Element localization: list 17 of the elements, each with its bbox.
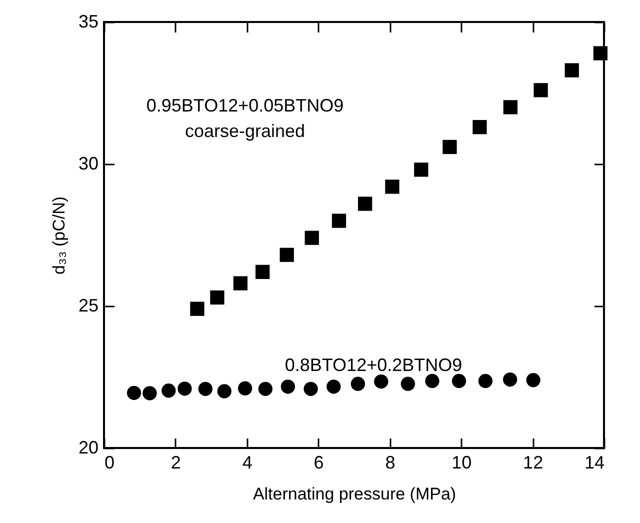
- y-tick-label: 25: [78, 296, 98, 316]
- x-axis-title: Alternating pressure (MPa): [252, 484, 456, 504]
- y-tick-label: 20: [78, 438, 98, 458]
- x-tick-label: 2: [170, 452, 181, 472]
- x-tick-label: 4: [242, 452, 252, 472]
- x-tick-label: 6: [314, 452, 324, 472]
- x-tick-label: 12: [523, 452, 544, 472]
- x-tick-label: 14: [584, 452, 604, 472]
- x-tick-label: 10: [452, 452, 472, 472]
- annotation: 0.8BTO12+0.2BTNO9: [284, 354, 462, 375]
- y-axis-title: d₃₃ (pC/N): [49, 196, 68, 275]
- x-tick-label: 0: [104, 452, 115, 472]
- x-tick-label: 8: [385, 452, 396, 472]
- annotation: coarse-grained: [184, 120, 306, 141]
- y-tick-label: 30: [78, 154, 98, 174]
- y-tick-label: 35: [78, 12, 98, 32]
- annotation: 0.95BTO12+0.05BTNO9: [146, 95, 344, 116]
